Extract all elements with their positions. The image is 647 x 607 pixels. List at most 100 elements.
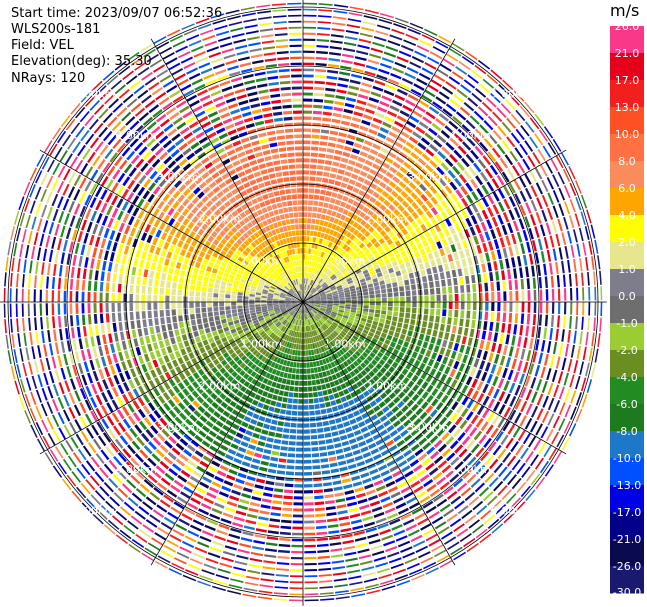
radar-gate [425, 349, 432, 358]
radar-gate [285, 299, 291, 301]
radar-gate [435, 40, 449, 49]
radar-gate [379, 336, 385, 343]
radar-gate [518, 176, 527, 188]
radar-gate [417, 157, 427, 166]
radar-gate [99, 303, 103, 313]
radar-gate [524, 140, 534, 152]
radar-gate [503, 185, 511, 197]
radar-gate [319, 326, 325, 332]
radar-gate [322, 371, 327, 378]
radar-gate [144, 224, 151, 233]
radar-gate [423, 308, 429, 315]
radar-gate [52, 208, 59, 222]
radar-gate [432, 472, 443, 481]
radar-gate [307, 374, 312, 380]
radar-gate [310, 435, 318, 440]
radar-gate [267, 294, 274, 298]
radar-gate [591, 363, 596, 378]
radar-gate [31, 346, 36, 360]
radar-gate [368, 312, 374, 317]
radar-gate [90, 210, 98, 222]
radar-gate [270, 325, 276, 330]
radar-gate [428, 511, 440, 520]
radar-gate [439, 481, 450, 491]
radar-gate [303, 110, 312, 114]
radar-gate [377, 523, 389, 530]
radar-gate [443, 173, 452, 183]
radar-gate [352, 449, 361, 456]
radar-gate [70, 266, 75, 278]
radar-gate [183, 486, 194, 494]
radar-gate [73, 203, 81, 215]
radar-gate [318, 327, 323, 333]
radar-gate [552, 190, 560, 203]
radar-gate [307, 294, 313, 299]
radar-gate [308, 200, 314, 206]
radar-gate [342, 114, 352, 120]
radar-gate [391, 190, 399, 198]
radar-gate [74, 351, 80, 363]
radar-gate [118, 351, 124, 362]
radar-gate [361, 566, 375, 571]
radar-gate [363, 302, 369, 306]
radar-gate [327, 304, 333, 307]
radar-gate [307, 212, 312, 218]
radar-gate [299, 313, 302, 320]
radar-gate [321, 332, 326, 339]
radar-gate [343, 108, 354, 114]
radar-gate [305, 272, 308, 278]
radar-gate [262, 391, 269, 397]
radar-gate [269, 287, 276, 292]
radar-gate [220, 401, 228, 409]
radar-gate [438, 363, 446, 372]
radar-gate [456, 528, 469, 538]
radar-gate [466, 310, 471, 319]
radar-gate [263, 325, 269, 331]
radar-gate [200, 334, 207, 341]
radar-gate [482, 78, 495, 89]
radar-gate [190, 314, 195, 320]
radar-gate [336, 327, 342, 332]
radar-gate [137, 268, 143, 277]
radar-gate [292, 520, 303, 524]
radar-gate [291, 297, 298, 300]
radar-gate [334, 101, 345, 106]
radar-gate [427, 274, 433, 282]
radar-gate [196, 280, 202, 286]
radar-gate [136, 320, 141, 329]
radar-gate [357, 176, 365, 183]
radar-gate [194, 450, 204, 458]
radar-gate [487, 495, 498, 506]
radar-gate [282, 501, 293, 506]
radar-gate [352, 335, 359, 341]
radar-gate [274, 292, 280, 296]
radar-gate [314, 315, 319, 321]
radar-gate [224, 545, 237, 551]
radar-gate [533, 438, 542, 451]
radar-gate [159, 460, 170, 470]
radar-gate [217, 449, 226, 457]
radar-gate [162, 265, 168, 273]
radar-gate [264, 365, 270, 372]
radar-gate [111, 515, 124, 526]
radar-gate [389, 383, 397, 391]
radar-gate [190, 439, 200, 448]
radar-gate [255, 528, 267, 533]
radar-gate [448, 302, 453, 309]
radar-gate [312, 116, 322, 121]
radar-gate [343, 484, 353, 490]
radar-gate [318, 153, 326, 158]
radar-gate [459, 533, 472, 543]
radar-gate [304, 532, 316, 536]
radar-gate [169, 227, 177, 236]
radar-gate [426, 446, 436, 455]
radar-gate [555, 356, 561, 369]
radar-gate [291, 304, 298, 307]
radar-gate [461, 197, 469, 207]
radar-gate [373, 241, 381, 248]
radar-gate [399, 286, 405, 292]
radar-gate [461, 157, 470, 168]
radar-gate [313, 282, 318, 288]
radar-gate [322, 266, 328, 273]
radar-gate [140, 432, 150, 443]
